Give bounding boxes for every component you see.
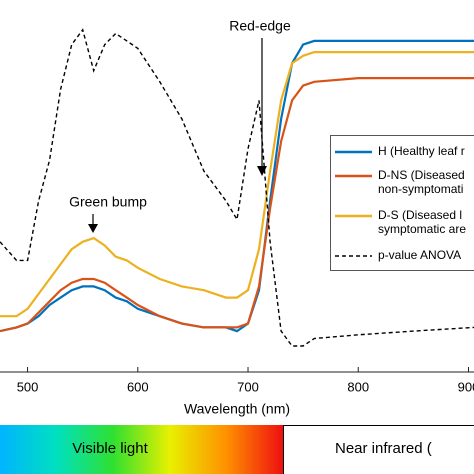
legend-label: D-S (Diseased l symptomatic are bbox=[378, 208, 466, 236]
x-tick-label: 900 bbox=[458, 379, 474, 394]
x-axis-label: Wavelength (nm) bbox=[184, 401, 290, 417]
x-tick-label: 700 bbox=[237, 379, 259, 394]
legend-label: D-NS (Diseased non-symptomati bbox=[378, 168, 465, 196]
x-tick-label: 500 bbox=[17, 379, 39, 394]
legend bbox=[330, 135, 474, 271]
x-tick-label: 800 bbox=[347, 379, 369, 394]
series-line bbox=[0, 77, 474, 333]
x-tick-label: 600 bbox=[127, 379, 149, 394]
annotation: Red-edge bbox=[229, 18, 291, 34]
nir-band bbox=[283, 425, 474, 474]
annotation: Green bump bbox=[69, 194, 147, 210]
legend-label: p-value ANOVA bbox=[378, 248, 461, 262]
visible-label: Visible light bbox=[72, 440, 148, 457]
arrow-head bbox=[88, 224, 98, 233]
arrow-head bbox=[257, 166, 267, 176]
visible-band bbox=[0, 425, 283, 474]
legend-label: H (Healthy leaf r bbox=[378, 144, 465, 158]
series-line bbox=[0, 51, 474, 318]
series-line bbox=[0, 28, 474, 347]
nir-label: Near infrared ( bbox=[335, 440, 432, 457]
